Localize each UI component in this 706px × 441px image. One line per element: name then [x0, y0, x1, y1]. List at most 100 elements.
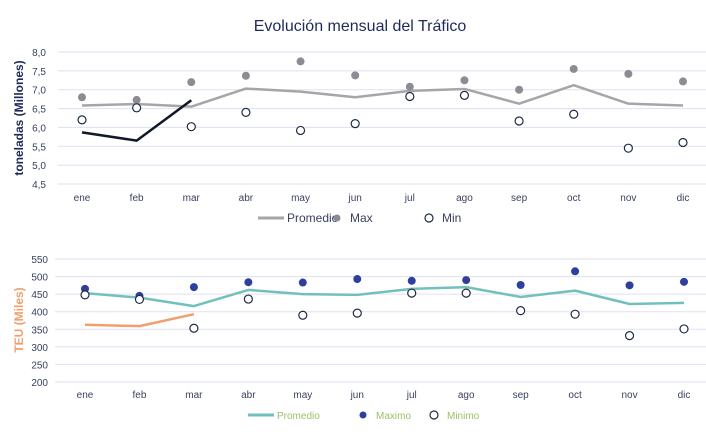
y-tick-label: 250 [31, 360, 48, 371]
x-tick-label: feb [130, 193, 144, 204]
data-point-max [679, 77, 687, 86]
y-tick-label: 7,0 [32, 86, 46, 97]
y-tick-label: 8,0 [32, 48, 46, 59]
data-point-min [241, 107, 251, 117]
legend-marker-max [333, 214, 341, 222]
y-axis-label-teu: TEU (Miles) [12, 287, 26, 352]
data-point-min [624, 331, 635, 341]
data-point-max [78, 93, 86, 102]
data-point-min [352, 308, 362, 318]
x-tick-label: ene [77, 390, 94, 401]
y-tick-label: 6,0 [32, 123, 46, 134]
y-axis-label-tonnes: toneladas (Millones) [12, 60, 26, 175]
data-point-min [80, 290, 90, 300]
y-tick-label: 500 [31, 273, 48, 284]
data-point-min [77, 115, 87, 125]
data-point-min [295, 125, 306, 136]
data-point-max [353, 275, 362, 284]
y-tick-label: 300 [31, 343, 48, 354]
x-tick-label: may [293, 390, 312, 401]
legend-label: Min [442, 211, 461, 225]
data-point-max [298, 278, 307, 287]
series-line-promedio [84, 285, 685, 308]
data-point-max [244, 278, 253, 287]
y-tick-label: 5,5 [32, 142, 46, 153]
y-tick-label: 5,0 [32, 161, 46, 172]
legend-marker-max [359, 411, 367, 419]
data-point-min [405, 91, 415, 102]
legend-marker-min [424, 213, 434, 223]
data-point-min [461, 288, 471, 298]
data-point-min [459, 90, 470, 100]
x-tick-label: ago [458, 390, 475, 401]
data-point-min [623, 143, 633, 153]
data-point-max [460, 76, 469, 85]
y-tick-label: 550 [31, 255, 48, 266]
y-tick-label: 6,5 [32, 105, 46, 116]
series-line-current-year [84, 312, 195, 328]
data-point-max [241, 71, 250, 80]
data-point-max [571, 267, 580, 276]
x-tick-label: oct [567, 193, 581, 204]
data-point-min [678, 137, 688, 148]
y-tick-label: 200 [31, 378, 48, 389]
data-point-max [351, 71, 360, 80]
data-point-min [189, 323, 199, 333]
data-point-max [625, 281, 634, 290]
data-point-max [516, 281, 525, 290]
y-tick-label: 450 [31, 290, 48, 301]
x-tick-label: sep [513, 390, 530, 401]
data-point-max [569, 64, 578, 73]
x-tick-label: jul [404, 193, 415, 204]
data-point-min [243, 294, 253, 304]
x-tick-label: oct [568, 390, 582, 401]
data-point-min [132, 103, 142, 113]
data-point-max [515, 85, 524, 94]
data-point-min [516, 306, 526, 316]
x-tick-label: abr [241, 390, 256, 401]
legend-marker-min [429, 410, 439, 420]
data-point-max [462, 276, 471, 285]
data-point-max [296, 57, 305, 66]
y-tick-label: 4,5 [32, 180, 46, 191]
data-point-min [407, 288, 417, 298]
data-point-max [132, 95, 141, 104]
series-line-current-year [81, 99, 193, 142]
data-point-max [187, 78, 196, 87]
x-tick-label: ago [456, 193, 473, 204]
legend-label: Promedio [287, 211, 339, 225]
x-tick-label: ene [74, 193, 91, 204]
x-tick-label: feb [133, 390, 147, 401]
y-tick-label: 400 [31, 308, 48, 319]
x-tick-label: jul [406, 390, 417, 401]
legend-label: Max [350, 211, 373, 225]
x-tick-label: nov [620, 193, 636, 204]
data-point-min [298, 310, 308, 320]
x-tick-label: dic [677, 193, 690, 204]
data-point-max [680, 277, 688, 286]
data-point-min [569, 109, 579, 119]
legend-label: Minimo [447, 411, 480, 422]
data-point-min [514, 116, 524, 126]
data-point-min [186, 122, 196, 132]
x-tick-label: mar [183, 193, 201, 204]
y-tick-label: 350 [31, 325, 48, 336]
x-tick-label: mar [185, 390, 203, 401]
data-point-min [350, 119, 360, 129]
x-tick-label: may [291, 193, 310, 204]
y-tick-label: 7,5 [32, 67, 46, 78]
x-tick-label: abr [239, 193, 254, 204]
data-point-max [624, 69, 633, 78]
data-point-max [407, 276, 416, 285]
x-tick-label: sep [511, 193, 528, 204]
data-point-min [679, 324, 689, 334]
data-point-max [405, 82, 414, 91]
chart-title: Evolución mensual del Tráfico [254, 18, 467, 35]
legend-label: Promedio [277, 411, 320, 422]
x-tick-label: jun [348, 193, 362, 204]
data-point-max [189, 283, 198, 292]
data-point-min [570, 309, 580, 319]
x-tick-label: nov [621, 390, 637, 401]
x-tick-label: dic [678, 390, 691, 401]
